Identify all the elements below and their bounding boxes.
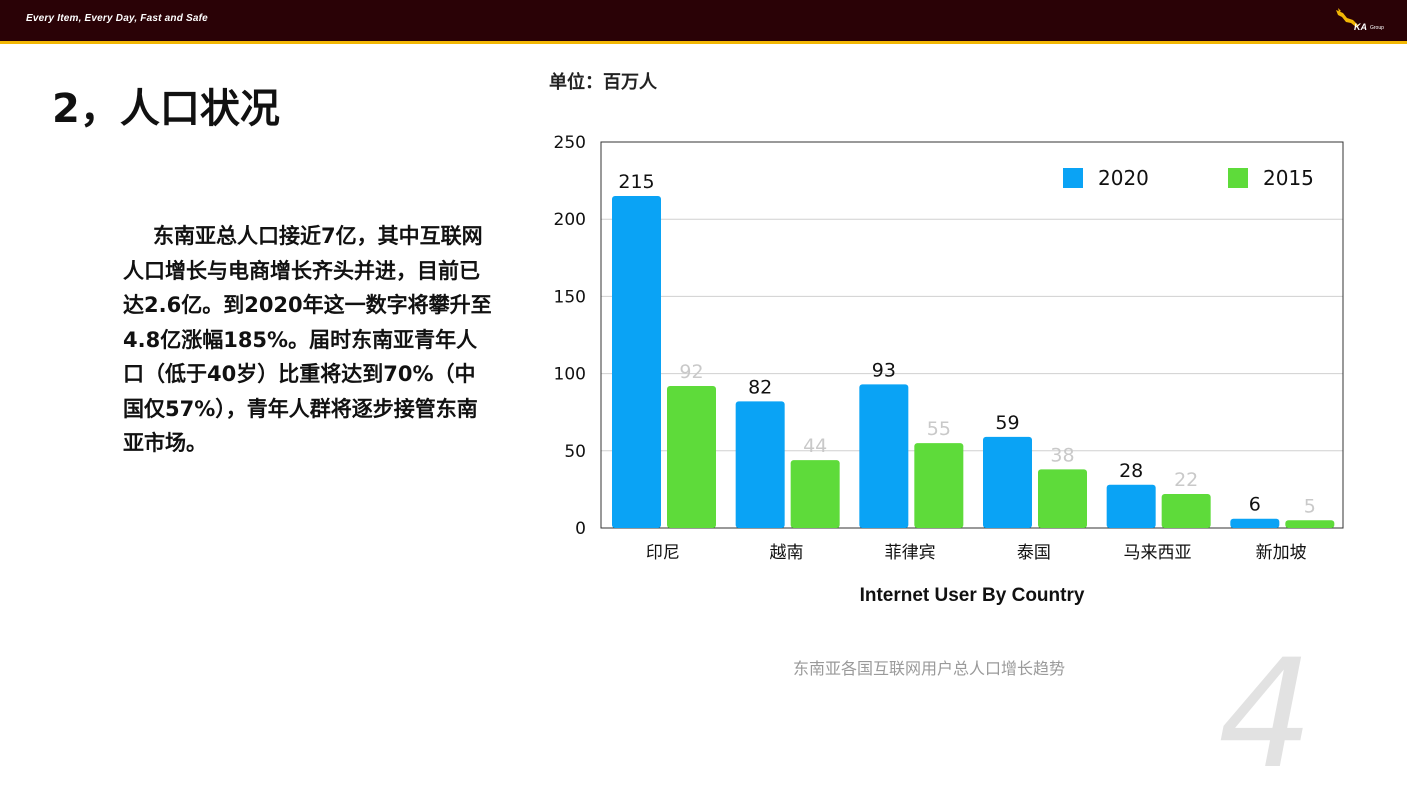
x-tick-label: 菲律宾: [885, 543, 936, 563]
y-tick-label: 0: [575, 519, 586, 539]
y-tick-label: 50: [564, 442, 586, 462]
unit-label: 单位：百万人: [549, 72, 657, 93]
x-tick-label: 越南: [770, 543, 804, 563]
legend-label-2015: 2015: [1263, 166, 1314, 190]
bar-2015: [1285, 520, 1335, 528]
y-tick-label: 200: [554, 210, 586, 230]
data-label-2015: 44: [803, 435, 827, 457]
data-label-2020: 6: [1249, 494, 1261, 516]
data-label-2020: 82: [748, 376, 772, 398]
bar-2020: [859, 384, 909, 528]
data-label-2015: 5: [1304, 495, 1316, 517]
data-label-2020: 215: [618, 171, 654, 193]
y-tick-label: 150: [554, 287, 586, 307]
bar-2015: [790, 460, 840, 528]
data-label-2020: 28: [1119, 460, 1143, 482]
legend-swatch-2015: [1228, 168, 1248, 188]
bar-2020: [735, 401, 785, 528]
bar-2020: [983, 436, 1032, 528]
x-tick-label: 马来西亚: [1124, 543, 1192, 563]
legend-swatch-2020: [1063, 168, 1083, 188]
tagline: Every Item, Every Day, Fast and Safe: [26, 13, 208, 24]
logo-subtext: Group: [1370, 25, 1384, 31]
data-label-2020: 59: [995, 412, 1019, 434]
x-tick-label: 印尼: [646, 543, 680, 563]
bar-2015: [1038, 469, 1087, 528]
x-tick-label: 新加坡: [1256, 543, 1307, 563]
bar-2020: [1106, 484, 1156, 528]
plot-frame: [600, 141, 1344, 529]
bar-2015: [914, 443, 964, 528]
bar-2020: [1230, 518, 1280, 528]
data-label-2020: 93: [872, 359, 896, 381]
y-tick-label: 250: [554, 133, 586, 153]
kangaroo-logo-icon: [1336, 8, 1359, 27]
bar-2015: [1161, 494, 1211, 528]
y-tick-label: 100: [554, 365, 586, 385]
data-label-2015: 38: [1050, 444, 1074, 466]
x-tick-label: 泰国: [1017, 543, 1051, 563]
data-label-2015: 55: [927, 418, 951, 440]
data-label-2015: 22: [1174, 469, 1198, 491]
top-banner: Every Item, Every Day, Fast and Safe KA …: [0, 0, 1407, 44]
x-axis-title: Internet User By Country: [860, 585, 1085, 606]
bar-2015: [667, 385, 716, 528]
logo-text: KA: [1354, 22, 1367, 32]
bar-2020: [612, 196, 661, 528]
page-title: 2，人口状况: [52, 86, 280, 132]
legend-label-2020: 2020: [1098, 166, 1149, 190]
page-number: 4: [1218, 628, 1314, 802]
chart-caption: 东南亚各国互联网用户总人口增长趋势: [793, 659, 1066, 678]
data-label-2015: 92: [679, 361, 703, 383]
description-paragraph: 东南亚总人口接近7亿，其中互联网人口增长与电商增长齐头并进，目前已达2.6亿。到…: [123, 224, 492, 455]
bar-chart: 0 50 100 150 200 250 215 92 印尼 82 44 越南 93 55 菲律宾 59 38 泰…: [554, 133, 1344, 606]
